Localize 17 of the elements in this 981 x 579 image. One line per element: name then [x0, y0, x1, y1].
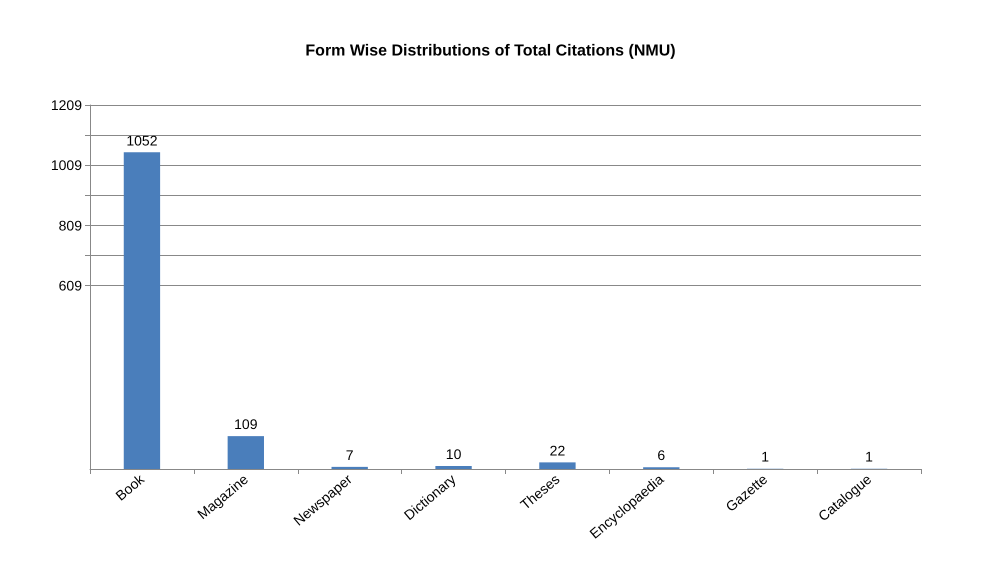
bar: [539, 462, 576, 469]
bar: [124, 152, 160, 469]
bar: [435, 466, 472, 469]
data-label: 7: [346, 446, 354, 463]
y-tick-label: 809: [58, 217, 82, 234]
y-tick-label: 1009: [50, 157, 82, 174]
data-label: 10: [446, 446, 462, 462]
data-label: 22: [550, 442, 566, 458]
data-label: 1: [761, 448, 770, 465]
y-tick-label: 1209: [50, 97, 82, 113]
chart-title: Form Wise Distributions of Total Citations (NMU): [305, 42, 676, 60]
data-label: 1: [865, 448, 874, 465]
bar: [228, 436, 264, 469]
data-label: 109: [234, 416, 258, 432]
y-tick-label: 609: [58, 278, 82, 294]
data-label: 6: [657, 447, 666, 464]
data-label: 1052: [126, 132, 158, 148]
